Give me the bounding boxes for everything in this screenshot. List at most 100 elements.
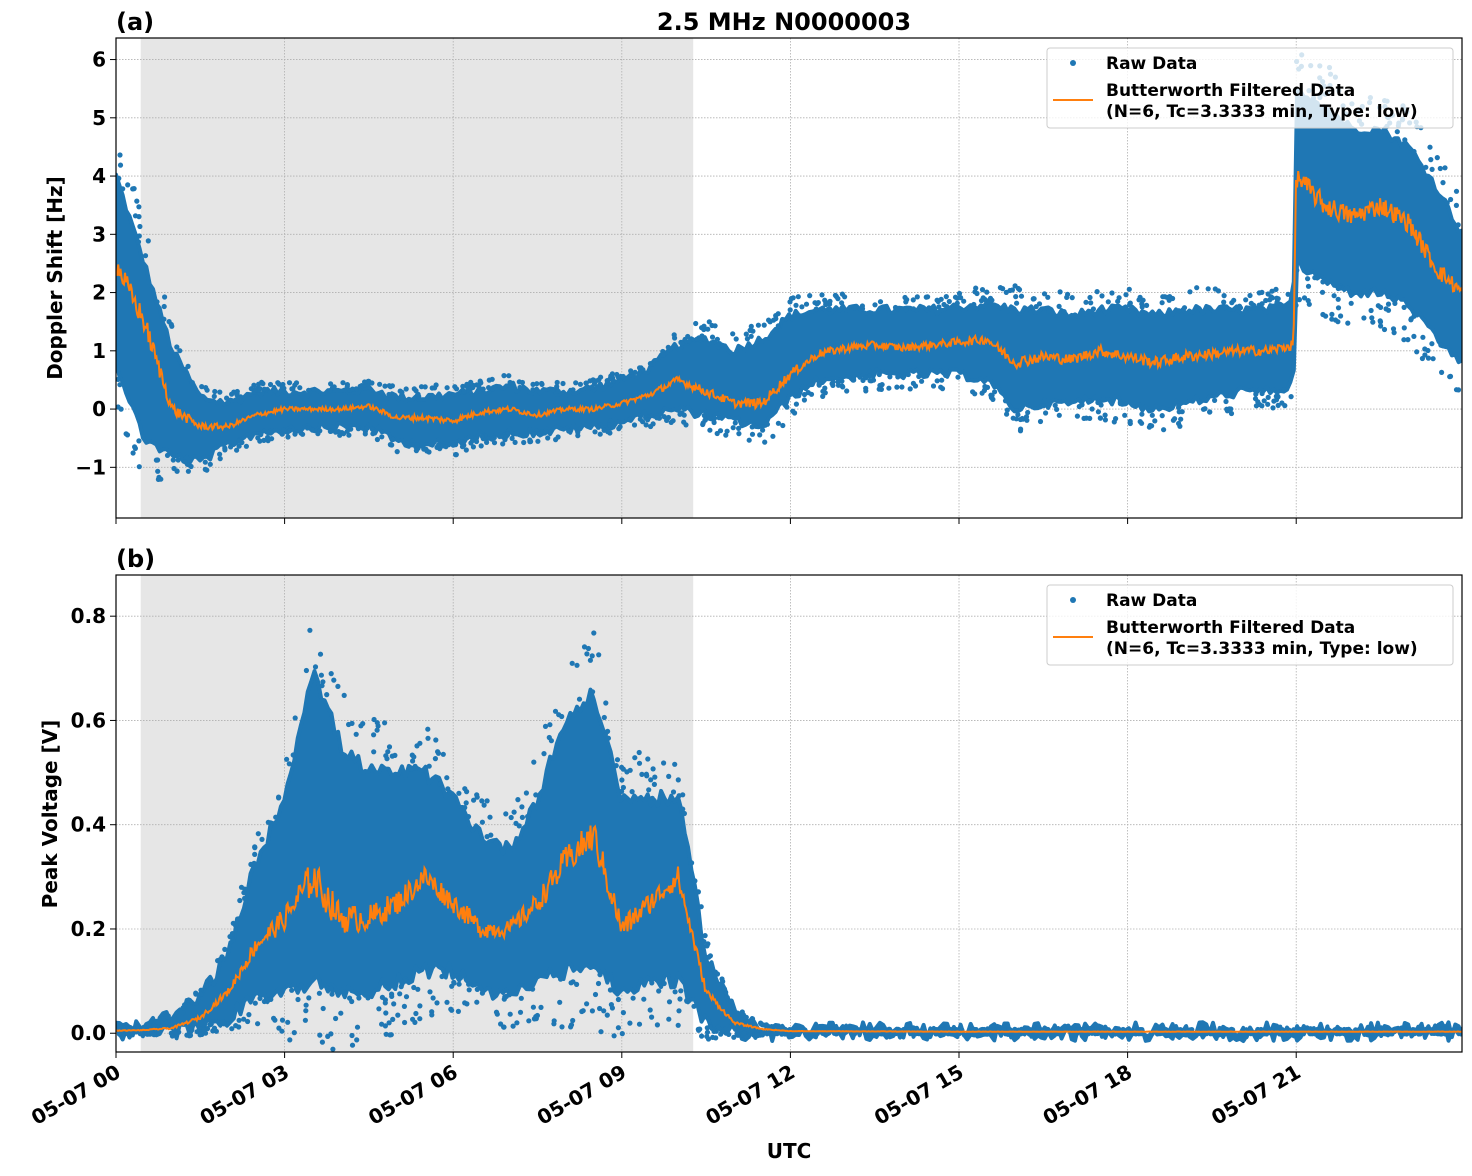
raw-point <box>447 790 453 796</box>
raw-point <box>615 374 621 380</box>
raw-point <box>1270 405 1276 411</box>
raw-point <box>701 939 707 945</box>
raw-point <box>629 789 635 795</box>
raw-point <box>601 714 607 721</box>
raw-point <box>770 433 776 439</box>
raw-point <box>268 996 274 1003</box>
raw-point <box>636 1021 643 1027</box>
raw-point <box>939 386 946 392</box>
raw-point <box>346 432 352 438</box>
y-tick-label: 6 <box>92 48 106 72</box>
raw-point <box>265 819 271 825</box>
raw-point <box>463 447 469 453</box>
raw-point <box>876 386 882 392</box>
raw-point <box>984 384 991 390</box>
raw-point <box>516 379 522 385</box>
raw-point <box>521 439 527 446</box>
raw-point <box>459 444 466 450</box>
raw-point <box>779 317 786 323</box>
raw-point <box>304 425 310 431</box>
raw-point <box>389 991 395 997</box>
raw-point <box>766 317 772 323</box>
raw-point <box>647 1007 653 1013</box>
raw-point <box>570 1017 576 1024</box>
raw-point <box>1181 305 1188 311</box>
raw-point <box>439 973 445 980</box>
raw-point <box>1357 1026 1363 1032</box>
raw-point <box>519 814 526 821</box>
raw-point <box>943 372 949 378</box>
raw-point <box>1079 402 1085 408</box>
raw-point <box>607 987 614 993</box>
raw-point <box>397 991 403 997</box>
raw-point <box>654 415 660 421</box>
raw-point <box>1305 276 1311 282</box>
raw-point <box>236 443 242 449</box>
panel-b-ylabel: Peak Voltage [V] <box>38 720 62 909</box>
raw-point <box>197 1032 203 1038</box>
raw-point <box>675 777 681 783</box>
raw-point <box>188 463 194 470</box>
raw-point <box>973 285 979 291</box>
raw-point <box>761 322 767 328</box>
raw-point <box>1385 293 1391 300</box>
raw-point <box>827 306 833 312</box>
raw-point <box>330 1046 336 1052</box>
raw-point <box>137 1031 143 1037</box>
raw-point <box>267 381 274 388</box>
raw-point <box>252 387 258 393</box>
raw-point <box>386 391 392 398</box>
raw-point <box>401 1003 407 1010</box>
raw-point <box>456 790 462 796</box>
x-axis-label: UTC <box>767 1139 812 1163</box>
raw-point <box>349 720 355 727</box>
raw-point <box>1361 315 1367 321</box>
raw-point <box>1429 341 1435 347</box>
raw-point <box>1202 406 1208 412</box>
raw-point <box>793 401 800 407</box>
raw-point <box>285 434 291 440</box>
raw-point <box>1383 306 1389 312</box>
raw-point <box>187 1032 194 1038</box>
raw-point <box>382 383 388 389</box>
raw-point <box>1425 355 1431 361</box>
raw-point <box>670 789 677 795</box>
raw-point <box>1081 415 1087 421</box>
raw-point <box>357 383 363 389</box>
raw-point <box>261 437 267 443</box>
raw-point <box>237 897 243 904</box>
raw-point <box>590 689 596 695</box>
raw-point <box>1336 284 1342 290</box>
raw-point <box>1087 415 1093 421</box>
raw-point <box>595 980 602 987</box>
raw-point <box>1319 289 1326 295</box>
raw-point <box>1089 406 1095 412</box>
raw-point <box>1448 196 1454 203</box>
raw-point <box>261 386 267 392</box>
raw-point <box>1194 285 1200 291</box>
raw-point <box>460 383 466 389</box>
raw-point <box>636 749 642 756</box>
raw-point <box>759 1031 765 1037</box>
raw-point <box>284 756 290 762</box>
y-tick-label: 1 <box>92 339 106 363</box>
raw-point <box>1000 286 1006 292</box>
raw-point <box>233 922 239 929</box>
raw-point <box>265 434 271 441</box>
raw-point <box>907 386 913 392</box>
raw-point <box>302 1017 308 1023</box>
raw-point <box>1265 394 1271 400</box>
raw-point <box>385 749 391 755</box>
raw-point <box>1273 286 1279 292</box>
raw-point <box>464 381 470 387</box>
raw-point <box>1159 413 1165 419</box>
raw-point <box>1378 304 1384 310</box>
raw-point <box>721 986 728 992</box>
raw-point <box>435 750 442 756</box>
raw-point <box>462 786 468 792</box>
raw-point <box>177 348 183 354</box>
raw-point <box>136 214 142 220</box>
raw-point <box>174 468 180 474</box>
raw-point <box>699 333 705 339</box>
